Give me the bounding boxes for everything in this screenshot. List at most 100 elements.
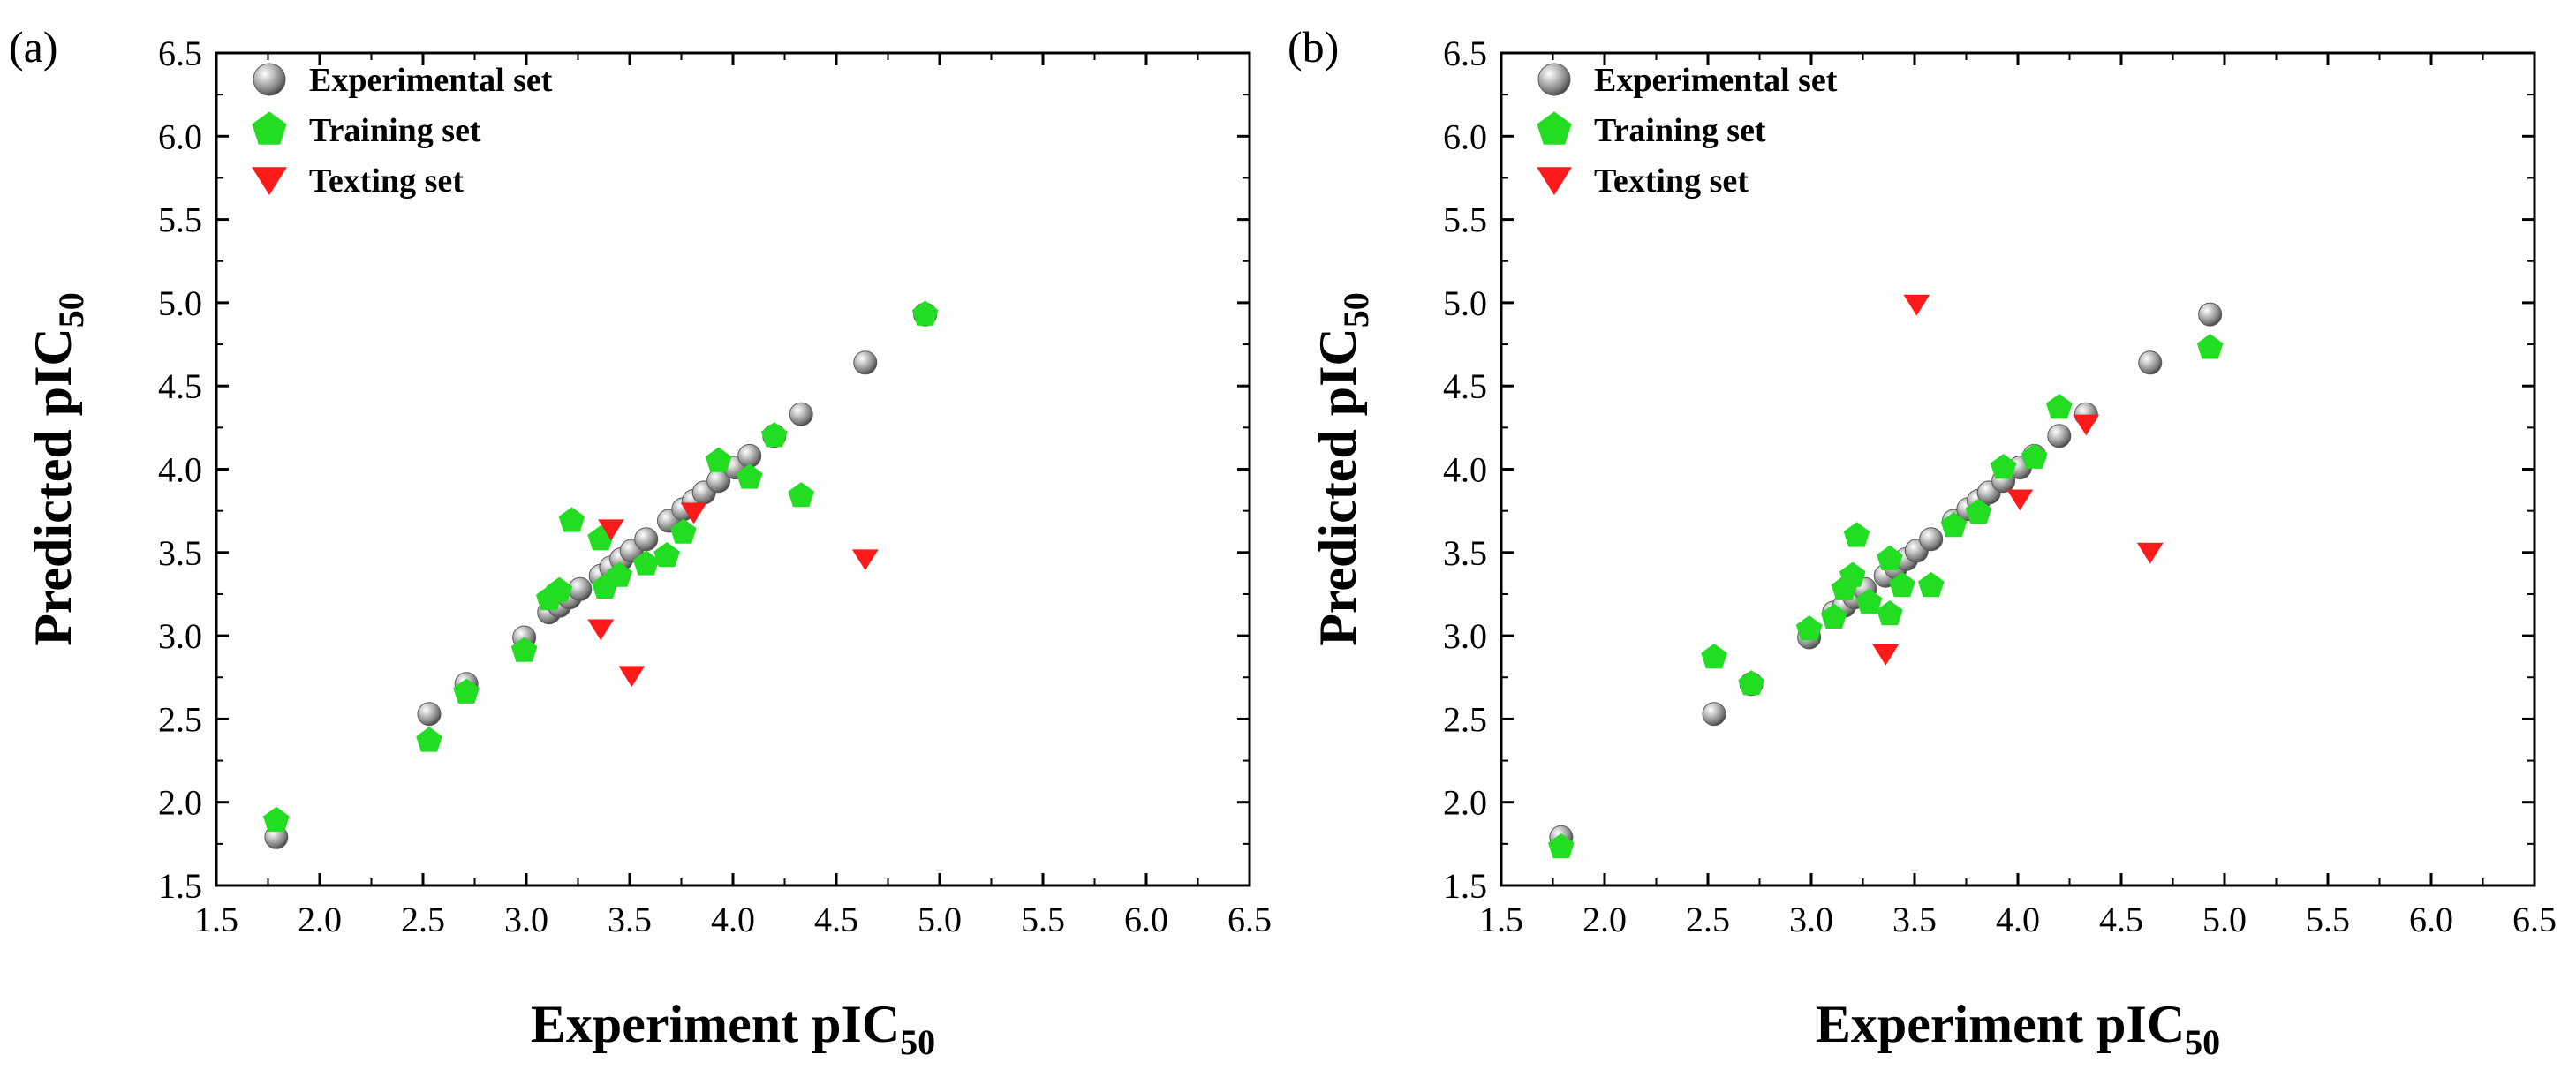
y-tick-label: 1.5 (158, 866, 202, 906)
legend-marker-pentagon (252, 111, 287, 145)
point-pentagon (546, 576, 573, 602)
x-tick-label: 5.5 (2306, 900, 2350, 939)
x-tick-label: 5.0 (918, 900, 962, 939)
point-pentagon (1548, 833, 1575, 859)
point-pentagon (1738, 670, 1764, 696)
legend-label: Experimental set (1594, 62, 1838, 99)
chart-panel-a: (a) 1.5 2.0 2.5 3.0 3.5 4.0 4.5 5.0 5.5 6.0 6.5 1.5 2… (9, 22, 1272, 1062)
legend-marker-sphere (1537, 63, 1571, 96)
point-pentagon (558, 507, 585, 532)
x-tick-label: 1.5 (1479, 900, 1523, 939)
y-tick-label: 1.5 (1443, 866, 1487, 906)
point-sphere (568, 576, 593, 601)
legend-marker-pentagon (1537, 111, 1572, 145)
y-tick-label: 5.5 (158, 200, 202, 240)
point-pentagon (1940, 511, 1968, 538)
y-tick-label: 6.0 (1443, 117, 1487, 156)
point-pentagon (788, 482, 815, 508)
y-tick-label: 6.0 (158, 117, 202, 156)
legend-label: Training set (309, 112, 481, 149)
point-pentagon (653, 541, 680, 568)
legend-label: Training set (1594, 112, 1766, 149)
point-triangle-down (1872, 644, 1900, 666)
y-axis-title-main: Predicted pIC (24, 328, 82, 646)
point-pentagon (263, 806, 290, 833)
x-axis-title: Experiment pIC50 (1816, 995, 2220, 1062)
y-tick-label: 6.5 (158, 34, 202, 73)
point-triangle-down (1903, 294, 1930, 316)
y-tick-label: 3.5 (1443, 533, 1487, 573)
point-pentagon (1877, 599, 1903, 626)
x-axis-title-main: Experiment pIC (531, 995, 900, 1053)
y-tick-label: 4.5 (158, 366, 202, 406)
point-pentagon (2196, 334, 2224, 359)
y-tick-label: 4.0 (1443, 450, 1487, 490)
x-axis-title-subscript: 50 (2185, 1022, 2220, 1062)
point-sphere (417, 702, 442, 727)
y-axis-title-main: Predicted pIC (1309, 328, 1367, 646)
x-tick-label: 2.5 (401, 900, 445, 939)
y-tick-label: 4.5 (1443, 366, 1487, 406)
y-tick-label: 4.0 (158, 450, 202, 490)
x-tick-label: 3.5 (1892, 900, 1937, 939)
point-triangle-down (2136, 542, 2164, 564)
point-pentagon (416, 727, 442, 752)
series-triangle-down (1872, 294, 2164, 666)
legend-label: Texting set (309, 162, 464, 200)
legend-marker-sphere (253, 63, 286, 96)
x-tick-label: 6.5 (1228, 900, 1272, 939)
series-pentagon (263, 300, 939, 833)
x-tick-label: 2.0 (298, 900, 342, 939)
point-sphere (2138, 350, 2163, 375)
x-tick-label: 3.0 (504, 900, 548, 939)
point-pentagon (510, 637, 538, 662)
legend-marker-triangle-down (252, 167, 287, 196)
point-pentagon (705, 447, 732, 472)
point-triangle-down (851, 549, 879, 571)
series-sphere (1549, 302, 2223, 849)
point-triangle-down (2006, 489, 2034, 511)
x-tick-label: 6.0 (2409, 900, 2453, 939)
point-pentagon (1839, 561, 1866, 587)
point-pentagon (1965, 498, 1992, 524)
series-sphere (264, 302, 938, 849)
point-pentagon (1877, 545, 1903, 570)
y-tick-label: 6.5 (1443, 34, 1487, 73)
x-axis-title: Experiment pIC50 (531, 995, 935, 1062)
legend: Experimental set Training set Texting set (252, 62, 553, 200)
y-tick-label: 5.0 (1443, 283, 1487, 323)
point-triangle-down (2073, 414, 2100, 436)
point-sphere (853, 350, 878, 375)
y-tick-label: 2.0 (1443, 783, 1487, 823)
x-axis-title-subscript: 50 (900, 1022, 935, 1062)
point-triangle-down (587, 619, 615, 641)
legend: Experimental set Training set Texting set (1537, 62, 1838, 200)
y-tick-label: 2.0 (158, 783, 202, 823)
legend-label: Texting set (1594, 162, 1749, 200)
x-tick-label: 2.5 (1686, 900, 1730, 939)
point-pentagon (1990, 453, 2017, 479)
point-triangle-down (618, 666, 646, 688)
x-tick-label: 1.5 (194, 900, 238, 939)
x-axis-title-main: Experiment pIC (1816, 995, 2185, 1053)
panel-label: (b) (1288, 22, 1339, 72)
point-pentagon (736, 463, 763, 489)
y-axis-title: Predicted pIC50 (24, 292, 91, 646)
point-sphere (634, 527, 659, 552)
point-pentagon (1795, 614, 1823, 641)
x-tick-label: 4.0 (711, 900, 755, 939)
x-tick-label: 3.5 (608, 900, 652, 939)
point-pentagon (1843, 522, 1870, 547)
series-pentagon (1548, 334, 2224, 859)
point-triangle-down (680, 502, 707, 524)
x-tick-label: 4.0 (1996, 900, 2040, 939)
panel-label: (a) (9, 22, 58, 72)
series-triangle-down (587, 502, 879, 688)
y-tick-label: 2.5 (1443, 699, 1487, 739)
point-pentagon (1701, 643, 1727, 669)
point-pentagon (1820, 603, 1847, 629)
point-sphere (1919, 527, 1944, 552)
y-tick-label: 5.0 (158, 283, 202, 323)
